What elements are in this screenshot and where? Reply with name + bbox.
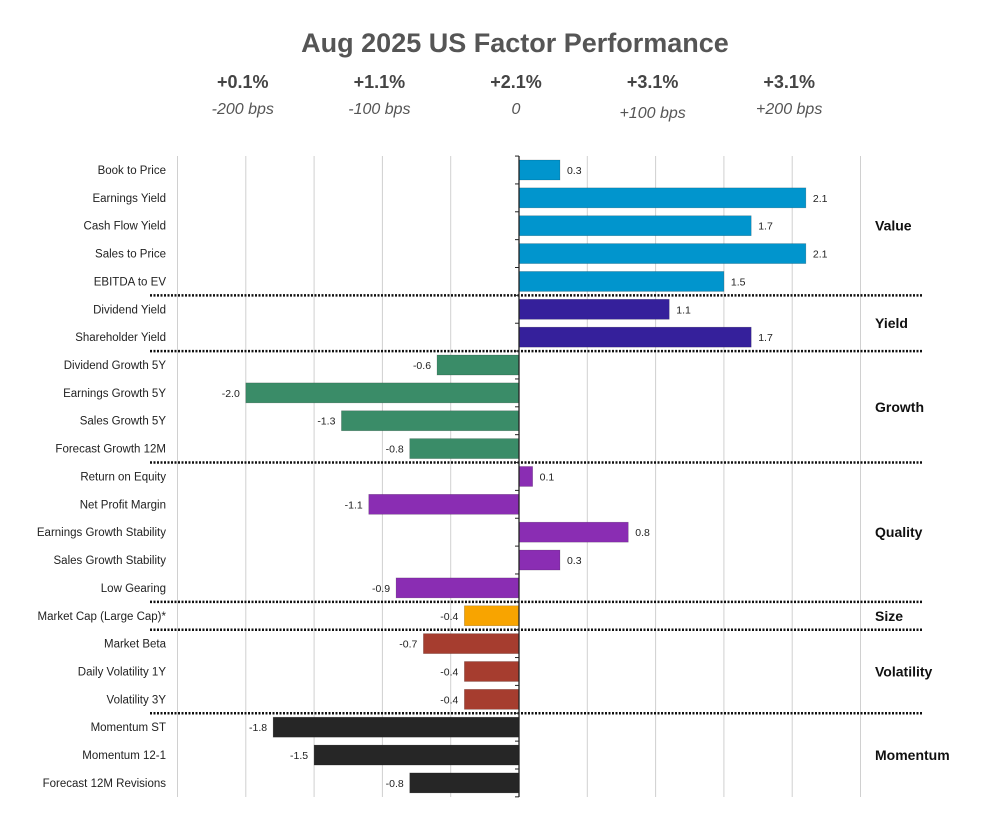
factor-label: Sales to Price [95, 249, 166, 261]
return-label: +0.1% [217, 72, 269, 92]
bps-label: -200 bps [211, 101, 274, 118]
data-label: -0.6 [413, 360, 431, 372]
bar [518, 271, 725, 292]
data-label: -1.5 [290, 750, 308, 762]
top-axis-label: +0.1% -200 bps [173, 72, 313, 119]
bar [436, 354, 520, 376]
bar [409, 438, 520, 459]
data-label: -0.8 [386, 444, 404, 456]
bps-label: -100 bps [348, 101, 411, 118]
factor-label: Net Profit Margin [80, 499, 166, 511]
data-label: 2.1 [813, 249, 828, 261]
bar [464, 661, 520, 682]
group-label: Yield [875, 315, 908, 331]
bar [518, 187, 807, 209]
group-label: Momentum [875, 747, 950, 763]
group-label: Volatility [875, 663, 933, 679]
return-label: +2.1% [490, 72, 542, 92]
data-label: -2.0 [222, 388, 240, 400]
return-label: +3.1% [763, 72, 815, 92]
factor-label: Forecast Growth 12M [55, 444, 166, 456]
factor-label: Cash Flow Yield [84, 221, 166, 233]
data-label: 1.7 [758, 221, 773, 233]
bar [409, 772, 520, 794]
top-axis-label: +1.1% -100 bps [309, 72, 449, 119]
factor-label: Book to Price [98, 165, 166, 177]
factor-label: Market Cap (Large Cap)* [38, 611, 167, 623]
factor-label: Shareholder Yield [75, 332, 166, 344]
bps-label: +200 bps [756, 101, 823, 118]
bps-label: +100 bps [619, 105, 686, 122]
bar [423, 633, 520, 654]
bar [518, 326, 752, 348]
bar [368, 494, 520, 515]
top-axis-label: +3.1% +100 bps [583, 72, 723, 123]
factor-label: Return on Equity [80, 471, 166, 483]
data-label: 0.1 [540, 471, 555, 483]
top-axis-label: +3.1% +200 bps [719, 72, 859, 119]
data-label: -0.4 [440, 694, 458, 706]
group-label: Quality [875, 524, 923, 540]
factor-label: Forecast 12M Revisions [43, 778, 167, 790]
bar [518, 243, 807, 264]
factor-label: Daily Volatility 1Y [78, 666, 167, 678]
factor-label: Sales Growth Stability [54, 555, 167, 567]
factor-label: EBITDA to EV [94, 276, 167, 288]
bar [464, 689, 520, 710]
bar [272, 716, 520, 738]
data-label: -1.3 [317, 416, 335, 428]
data-label: -0.8 [386, 778, 404, 790]
data-label: 1.5 [731, 276, 746, 288]
data-label: 0.3 [567, 555, 582, 567]
data-label: -1.8 [249, 722, 267, 734]
factor-label: Dividend Growth 5Y [64, 360, 167, 372]
bps-label: 0 [511, 101, 521, 118]
data-label: -0.7 [399, 639, 417, 651]
data-label: 1.7 [758, 332, 773, 344]
bar [518, 159, 561, 181]
bar [518, 298, 670, 320]
data-label: 1.1 [676, 304, 691, 316]
factor-label: Market Beta [104, 639, 167, 651]
factor-label: Dividend Yield [93, 304, 166, 316]
data-label: 0.3 [567, 165, 582, 177]
return-label: +1.1% [353, 72, 406, 92]
factor-label: Momentum ST [91, 722, 166, 734]
data-label: -0.9 [372, 583, 390, 595]
bar [245, 382, 520, 404]
bar [395, 577, 520, 599]
bar [518, 549, 561, 571]
chart-title: Aug 2025 US Factor Performance [301, 28, 729, 58]
data-label: 2.1 [813, 193, 828, 205]
data-label: -1.1 [345, 499, 363, 511]
bar [518, 521, 629, 543]
return-label: +3.1% [626, 72, 679, 92]
group-label: Growth [875, 399, 924, 415]
top-axis-label: +2.1% 0 [446, 72, 586, 119]
bar [518, 466, 533, 487]
group-label: Size [875, 608, 903, 624]
factor-label: Earnings Growth 5Y [63, 388, 166, 400]
factor-label: Volatility 3Y [107, 694, 167, 706]
factor-label: Low Gearing [101, 583, 166, 595]
data-label: 0.8 [635, 527, 650, 539]
factor-label: Earnings Growth Stability [37, 527, 166, 539]
bar [313, 744, 520, 766]
group-label: Value [875, 218, 912, 234]
data-label: -0.4 [440, 666, 458, 678]
bar [518, 215, 752, 237]
factor-label: Momentum 12-1 [82, 750, 166, 762]
bar [464, 605, 520, 627]
data-label: -0.4 [440, 611, 458, 623]
bar [341, 410, 520, 432]
factor-label: Sales Growth 5Y [80, 416, 167, 428]
factor-label: Earnings Yield [92, 193, 166, 205]
